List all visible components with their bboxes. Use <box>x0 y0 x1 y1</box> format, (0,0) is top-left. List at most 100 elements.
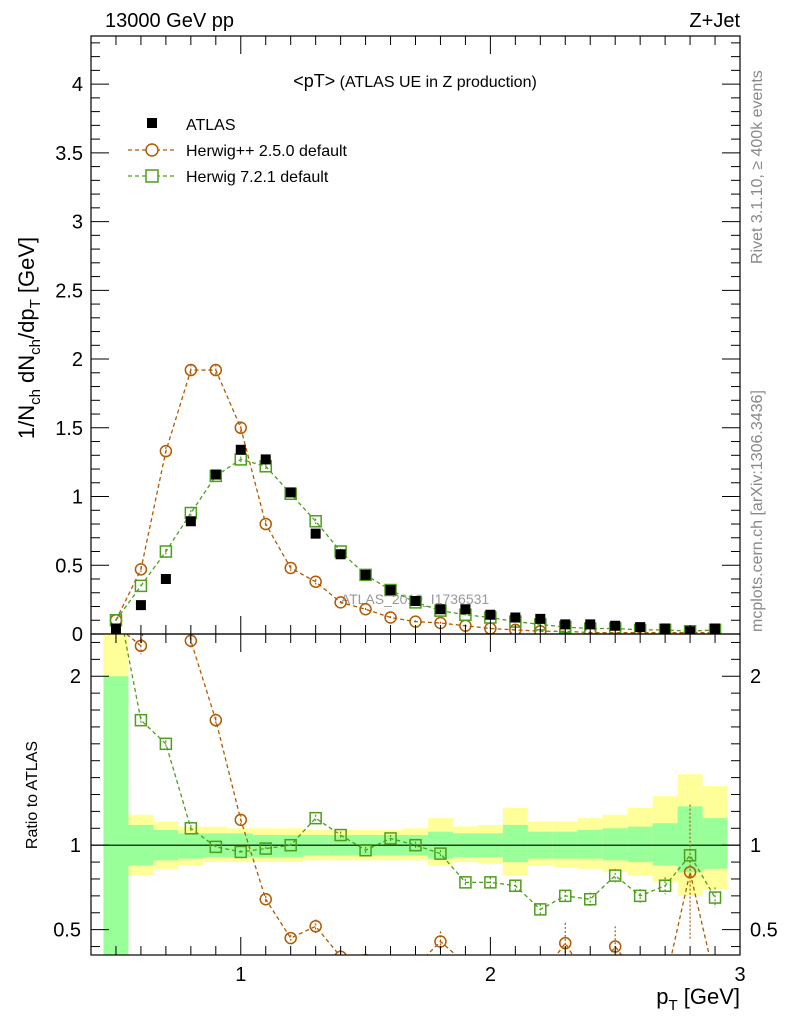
ratio-band-inner <box>602 828 628 861</box>
ratio-herwigpp-line <box>125 634 710 955</box>
ratio-herwigpp-point <box>410 961 421 972</box>
legend-label-atlas: ATLAS <box>186 117 236 134</box>
atlas-data-point <box>560 619 571 630</box>
x-axis-label-main: p <box>656 984 668 1009</box>
ratio-herwigpp-point <box>535 971 546 982</box>
ratio-herwig7-point <box>658 879 672 892</box>
ratio-herwig7-point <box>209 840 223 854</box>
ratio-herwig7-point <box>110 586 121 597</box>
ratio-herwig7-point <box>409 838 422 852</box>
herwig7-point <box>359 568 372 582</box>
ratio-y-tick-label: 0.5 <box>53 920 81 942</box>
y-tick-label: 0.5 <box>55 555 83 577</box>
herwigpp-point <box>284 561 297 575</box>
ratio-panel: 0.5 0.5 1 1 2 2 1 2 3 Ratio to ATLAS pT [GeV] <box>24 468 778 1014</box>
ratio-herwig7-point <box>708 891 722 904</box>
x-tick-label: 1 <box>235 964 246 986</box>
ratio-y-axis-label: Ratio to ATLAS <box>24 741 41 849</box>
ratio-frame <box>90 633 741 956</box>
atlas-data-point <box>535 613 546 624</box>
y-tick-label: 2 <box>72 349 83 371</box>
mcplots-reference-label: mcplots.cern.ch [arXiv:1306.3436] <box>749 390 766 632</box>
ratio-herwigpp-point <box>510 966 521 977</box>
y-axis-label-part: [GeV] <box>14 237 39 299</box>
y-axis-label: 1/Nch dNch/dpT [GeV] <box>14 237 44 439</box>
atlas-data-point <box>485 609 496 620</box>
ratio-band-inner <box>178 833 204 859</box>
y-tick-label: 1.5 <box>55 418 83 440</box>
herwigpp-point <box>209 363 223 377</box>
atlas-data-point <box>285 487 296 498</box>
ratio-band-inner <box>702 818 728 869</box>
legend-marker-atlas <box>147 118 157 128</box>
y-axis-label-part: /dp <box>14 308 39 339</box>
ratio-band-inner <box>502 824 528 863</box>
atlas-data-point <box>185 516 196 527</box>
x-axis-label-sub: T <box>668 997 677 1014</box>
ratio-y-tick-label: 2 <box>70 666 81 688</box>
legend-label-herwigpp: Herwig++ 2.5.0 default <box>186 143 348 160</box>
legend: ATLAS Herwig++ 2.5.0 default Herwig 7.2.… <box>128 117 348 186</box>
x-axis-label-unit: [GeV] <box>678 984 740 1009</box>
ratio-band-inner <box>103 676 129 955</box>
atlas-data-point <box>510 612 521 623</box>
ratio-y-tick-label: 1 <box>70 835 81 857</box>
atlas-data-point <box>260 454 271 465</box>
herwigpp-point <box>159 444 173 458</box>
ratio-herwig7-point <box>459 876 472 889</box>
ratio-herwig7-point <box>284 838 297 852</box>
y-tick-label: 1 <box>72 487 83 509</box>
ratio-band-inner <box>577 829 603 859</box>
atlas-data-point <box>385 585 396 596</box>
atlas-data-point <box>435 604 446 615</box>
ratio-herwigpp-point <box>361 953 370 955</box>
herwigpp-point <box>259 517 272 531</box>
ratio-herwigpp-point <box>284 931 297 945</box>
ratio-herwig7-point <box>259 842 272 855</box>
chart-title: <pT> (ATLAS UE in Z production) <box>293 71 537 91</box>
ratio-band-inner <box>627 826 653 863</box>
y-axis-label-sub: T <box>27 299 44 308</box>
legend-label-herwig7: Herwig 7.2.1 default <box>186 169 329 186</box>
ratio-herwig7-point <box>608 869 622 882</box>
y-axis-label-part: 1/N <box>14 405 39 439</box>
ratio-herwigpp-point <box>683 865 697 879</box>
chart-title-sub: (ATLAS UE in Z production) <box>335 74 537 91</box>
atlas-data-point <box>410 596 421 607</box>
ratio-herwigpp-point <box>309 920 322 933</box>
header-energy-label: 13000 GeV pp <box>105 10 234 32</box>
atlas-data-point <box>235 444 246 455</box>
header-process-label: Z+Jet <box>689 10 740 32</box>
x-tick-label: 2 <box>485 964 496 986</box>
ratio-herwig7-point <box>583 892 597 906</box>
herwigpp-point <box>384 611 397 624</box>
ratio-herwigpp-point <box>385 958 396 969</box>
ratio-herwig7-point <box>159 737 173 751</box>
ratio-herwigpp-point <box>585 978 596 989</box>
atlas-data-point <box>310 528 321 539</box>
ratio-herwig7-point <box>309 811 322 825</box>
y-axis-label-sub: ch <box>27 339 44 355</box>
atlas-data-point <box>360 569 371 580</box>
atlas-data-point <box>160 574 171 585</box>
main-panel: ATLAS_2019_I1736531 00.511.522.533.54 <p… <box>14 35 741 646</box>
ratio-herwigpp-point <box>635 975 646 986</box>
ratio-herwig7-point <box>359 844 372 857</box>
ratio-herwig7-point <box>534 903 547 916</box>
ratio-herwig7-point <box>509 879 522 892</box>
x-tick-label: 3 <box>734 964 745 986</box>
ratio-herwig7-point <box>559 889 572 903</box>
ratio-band-inner <box>652 823 678 866</box>
atlas-data-point <box>460 604 471 615</box>
ratio-herwig7-point <box>184 822 198 835</box>
ratio-herwig7-point <box>434 847 447 860</box>
chart-title-main: <pT> <box>293 71 335 91</box>
atlas-data-point <box>585 619 596 630</box>
ratio-herwigpp-point <box>259 892 272 906</box>
ratio-herwig7-point <box>234 845 248 859</box>
ratio-herwigpp-point <box>160 468 171 479</box>
y-tick-label: 3 <box>72 212 83 234</box>
herwigpp-point <box>509 623 522 634</box>
atlas-data-point <box>335 549 346 560</box>
